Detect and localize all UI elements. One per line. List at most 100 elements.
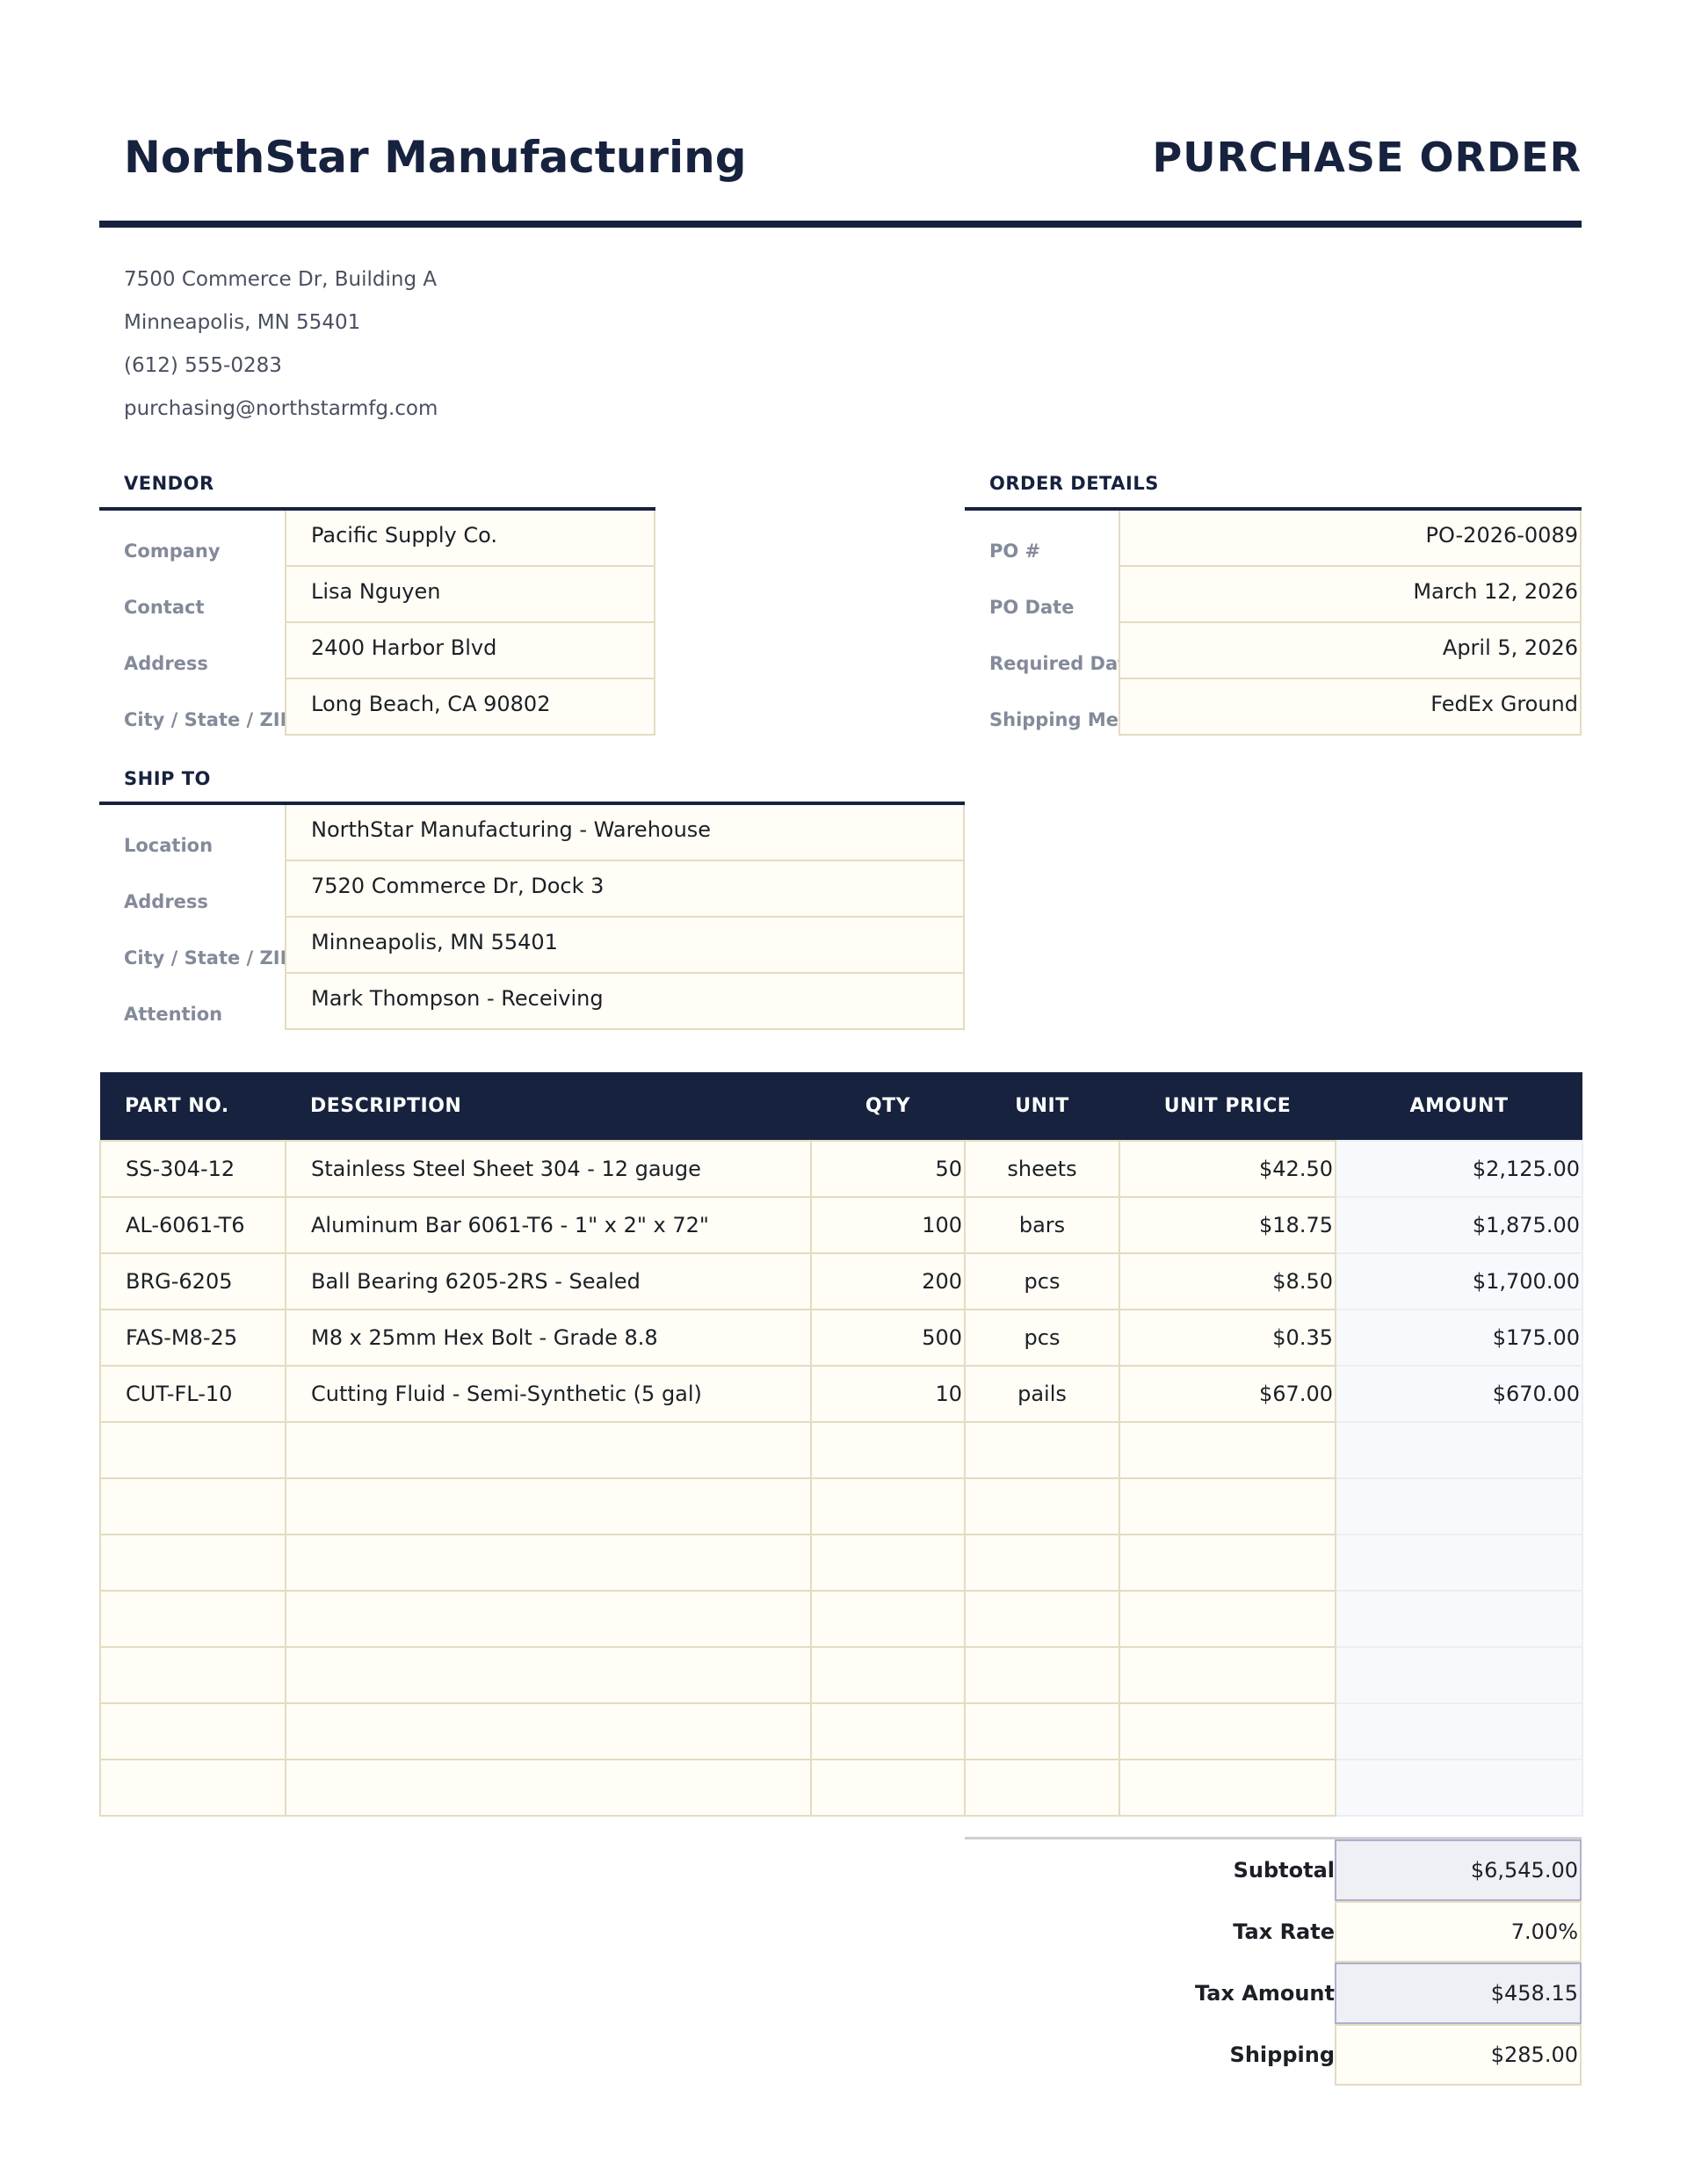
- unit-cell[interactable]: pcs: [964, 1252, 1120, 1310]
- unit-price-cell[interactable]: $8.50: [1119, 1252, 1336, 1310]
- unit-cell[interactable]: [964, 1646, 1120, 1704]
- unit-cell[interactable]: [964, 1477, 1120, 1535]
- unit-price-cell[interactable]: $0.35: [1119, 1309, 1336, 1367]
- unit-price-cell[interactable]: $18.75: [1119, 1196, 1336, 1254]
- ship_to-field-city-state-zip[interactable]: Minneapolis, MN 55401: [285, 918, 965, 974]
- unit-cell[interactable]: pails: [964, 1365, 1120, 1423]
- part-no-cell[interactable]: BRG-6205: [99, 1252, 286, 1310]
- part-no-cell[interactable]: [99, 1534, 286, 1592]
- unit-cell[interactable]: [964, 1590, 1120, 1648]
- qty-cell[interactable]: [810, 1477, 966, 1535]
- amount-cell: $1,700.00: [1335, 1252, 1583, 1310]
- ship_to-field-address[interactable]: 7520 Commerce Dr, Dock 3: [285, 861, 965, 918]
- ship_to-field-location[interactable]: NorthStar Manufacturing - Warehouse: [285, 805, 965, 861]
- vendor-field-company[interactable]: Pacific Supply Co.: [285, 511, 655, 567]
- ship-to-rule: [99, 802, 965, 805]
- qty-cell[interactable]: [810, 1759, 966, 1817]
- description-cell[interactable]: [285, 1534, 812, 1592]
- qty-cell[interactable]: [810, 1534, 966, 1592]
- vendor-field-city-state-zip[interactable]: Long Beach, CA 90802: [285, 679, 655, 736]
- column-header-unit: UNIT: [965, 1072, 1119, 1141]
- order-field-po[interactable]: PO-2026-0089: [1119, 511, 1582, 567]
- unit-price-cell[interactable]: [1119, 1702, 1336, 1760]
- table-row: BRG-6205 Ball Bearing 6205-2RS - Sealed 20…: [99, 1252, 1583, 1310]
- description-cell[interactable]: Stainless Steel Sheet 304 - 12 gauge: [285, 1140, 812, 1198]
- unit-price-cell[interactable]: [1119, 1421, 1336, 1479]
- description-cell[interactable]: Cutting Fluid - Semi-Synthetic (5 gal): [285, 1365, 812, 1423]
- table-row: [99, 1421, 1583, 1479]
- totals-row-subtotal: Subtotal $6,545.00: [965, 1839, 1582, 1901]
- vendor-field-address[interactable]: 2400 Harbor Blvd: [285, 623, 655, 679]
- totals-value[interactable]: 7.00%: [1335, 1901, 1582, 1963]
- part-no-cell[interactable]: [99, 1646, 286, 1704]
- unit-cell[interactable]: [964, 1759, 1120, 1817]
- amount-cell: [1335, 1646, 1583, 1704]
- description-cell[interactable]: [285, 1702, 812, 1760]
- unit-cell[interactable]: bars: [964, 1196, 1120, 1254]
- qty-cell[interactable]: 10: [810, 1365, 966, 1423]
- qty-cell[interactable]: 200: [810, 1252, 966, 1310]
- qty-cell[interactable]: [810, 1421, 966, 1479]
- part-no-cell[interactable]: [99, 1590, 286, 1648]
- vendor-rule: [99, 507, 655, 511]
- unit-price-cell[interactable]: [1119, 1534, 1336, 1592]
- qty-cell[interactable]: 50: [810, 1140, 966, 1198]
- order-label-po: PO #: [989, 541, 1041, 562]
- description-cell[interactable]: [285, 1646, 812, 1704]
- totals-label: Tax Amount: [1194, 1981, 1335, 2006]
- totals-label: Tax Rate: [1233, 1919, 1335, 1944]
- part-no-cell[interactable]: FAS-M8-25: [99, 1309, 286, 1367]
- table-header-row: PART NO. DESCRIPTION QTY UNIT UNIT PRICE AMOU…: [100, 1072, 1582, 1141]
- part-no-cell[interactable]: [99, 1702, 286, 1760]
- qty-cell[interactable]: 500: [810, 1309, 966, 1367]
- company-address-line: 7500 Commerce Dr, Building A: [124, 268, 438, 291]
- vendor-label-company: Company: [124, 541, 221, 562]
- qty-cell[interactable]: [810, 1702, 966, 1760]
- description-cell[interactable]: Ball Bearing 6205-2RS - Sealed: [285, 1252, 812, 1310]
- totals-label: Shipping: [1229, 2043, 1335, 2067]
- unit-cell[interactable]: [964, 1421, 1120, 1479]
- ship_to-label-city-state-zip: City / State / ZIP: [124, 947, 285, 969]
- ship-to-form: Location NorthStar Manufacturing - Wareho…: [99, 805, 965, 1030]
- unit-cell[interactable]: pcs: [964, 1309, 1120, 1367]
- description-cell[interactable]: [285, 1421, 812, 1479]
- qty-cell[interactable]: 100: [810, 1196, 966, 1254]
- unit-price-cell[interactable]: [1119, 1759, 1336, 1817]
- ship_to-field-attention[interactable]: Mark Thompson - Receiving: [285, 974, 965, 1030]
- part-no-cell[interactable]: [99, 1759, 286, 1817]
- description-cell[interactable]: M8 x 25mm Hex Bolt - Grade 8.8: [285, 1309, 812, 1367]
- unit-price-cell[interactable]: [1119, 1646, 1336, 1704]
- description-cell[interactable]: [285, 1590, 812, 1648]
- order-field-shipping-method[interactable]: FedEx Ground: [1119, 679, 1582, 736]
- part-no-cell[interactable]: [99, 1477, 286, 1535]
- amount-cell: $670.00: [1335, 1365, 1583, 1423]
- vendor-field-contact[interactable]: Lisa Nguyen: [285, 567, 655, 623]
- unit-cell[interactable]: [964, 1702, 1120, 1760]
- order-field-required-date[interactable]: April 5, 2026: [1119, 623, 1582, 679]
- part-no-cell[interactable]: [99, 1421, 286, 1479]
- unit-cell[interactable]: [964, 1534, 1120, 1592]
- description-cell[interactable]: [285, 1477, 812, 1535]
- unit-price-cell[interactable]: $67.00: [1119, 1365, 1336, 1423]
- qty-cell[interactable]: [810, 1590, 966, 1648]
- unit-price-cell[interactable]: [1119, 1590, 1336, 1648]
- totals-value[interactable]: $285.00: [1335, 2024, 1582, 2086]
- table-row: [99, 1702, 1583, 1760]
- totals-row-tax-rate: Tax Rate 7.00%: [965, 1901, 1582, 1963]
- order-field-po-date[interactable]: March 12, 2026: [1119, 567, 1582, 623]
- unit-price-cell[interactable]: $42.50: [1119, 1140, 1336, 1198]
- amount-cell: [1335, 1759, 1583, 1817]
- totals-row-shipping: Shipping $285.00: [965, 2024, 1582, 2086]
- ship-to-heading: SHIP TO: [124, 768, 211, 789]
- qty-cell[interactable]: [810, 1646, 966, 1704]
- part-no-cell[interactable]: CUT-FL-10: [99, 1365, 286, 1423]
- part-no-cell[interactable]: AL-6061-T6: [99, 1196, 286, 1254]
- description-cell[interactable]: [285, 1759, 812, 1817]
- unit-cell[interactable]: sheets: [964, 1140, 1120, 1198]
- part-no-cell[interactable]: SS-304-12: [99, 1140, 286, 1198]
- unit-price-cell[interactable]: [1119, 1477, 1336, 1535]
- order-label-shipping-method: Shipping Method: [989, 709, 1119, 730]
- description-cell[interactable]: Aluminum Bar 6061-T6 - 1" x 2" x 72": [285, 1196, 812, 1254]
- column-header-amount: AMOUNT: [1336, 1072, 1582, 1141]
- column-header-part-no: PART NO.: [100, 1072, 286, 1141]
